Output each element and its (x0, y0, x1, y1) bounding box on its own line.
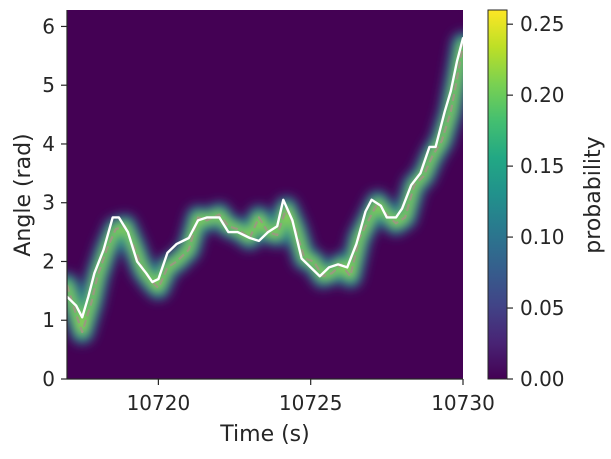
colorbar-tick-label: 0.00 (520, 367, 565, 391)
x-axis: 10720 10725 10730 (67, 378, 495, 415)
colorbar-tick-label: 0.20 (520, 83, 565, 107)
plot-background (67, 10, 463, 379)
x-tick-label: 10720 (127, 391, 191, 415)
y-tick-label: 4 (42, 132, 55, 156)
actual-position-line (67, 37, 463, 319)
y-tick-label: 5 (42, 73, 55, 97)
colorbar-tick-label: 0.15 (520, 154, 565, 178)
x-tick-label: 10730 (431, 391, 495, 415)
y-axis: 0 1 2 3 4 5 6 (42, 10, 68, 391)
x-tick-label: 10725 (279, 391, 343, 415)
x-axis-label: Time (s) (219, 422, 309, 447)
series-layer (67, 37, 463, 334)
y-tick-label: 1 (42, 308, 55, 332)
colorbar-tick-label: 0.25 (520, 12, 565, 36)
y-tick-label: 3 (42, 191, 55, 215)
y-tick-label: 0 (42, 367, 55, 391)
colorbar-ticks: 0.00 0.05 0.10 0.15 0.20 0.25 (487, 9, 565, 391)
y-tick-label: 6 (42, 14, 55, 38)
colorbar-tick-label: 0.10 (520, 225, 565, 249)
colorbar-frame (487, 9, 508, 380)
colorbar-tick-label: 0.05 (520, 296, 565, 320)
y-axis-label: Angle (rad) (11, 133, 36, 256)
y-tick-label: 2 (42, 249, 55, 273)
colorbar (488, 10, 507, 379)
colorbar-label: probability (581, 136, 606, 253)
